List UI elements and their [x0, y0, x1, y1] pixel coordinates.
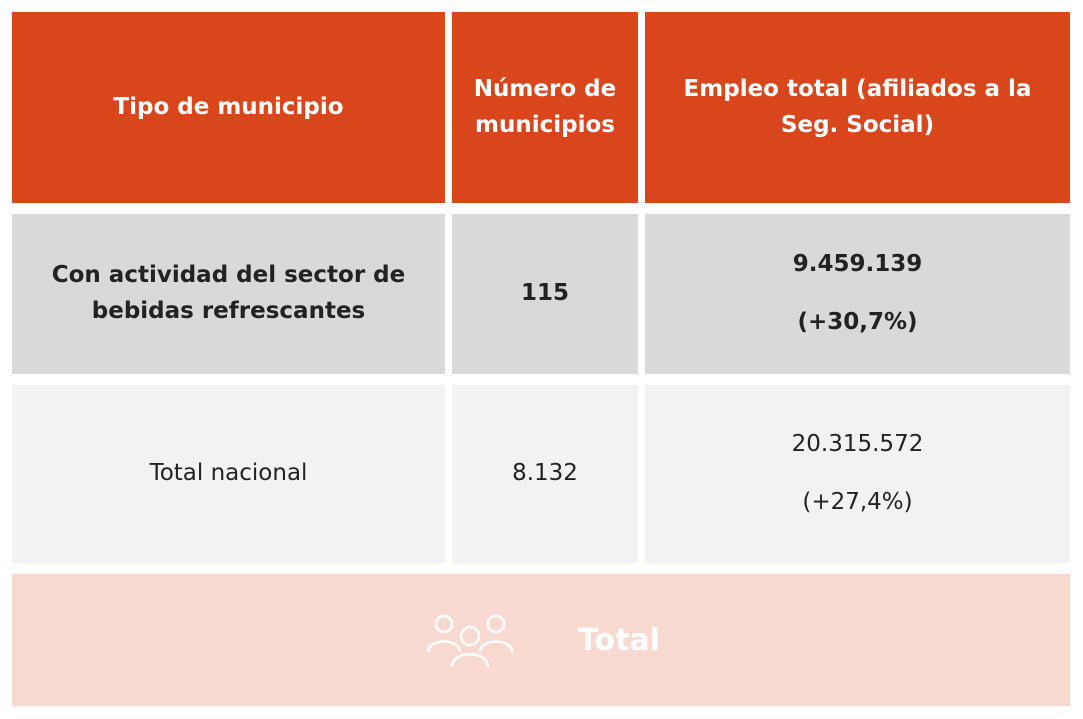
- cell-line: (+30,7%): [797, 309, 918, 335]
- people-icon: [426, 614, 514, 668]
- header-cell: Empleo total (afiliados a la Seg. Social…: [645, 12, 1070, 203]
- header-cell: Tipo de municipio: [12, 12, 445, 203]
- table-cell: 8.132: [452, 385, 638, 563]
- footer-label: Total: [578, 622, 660, 658]
- header-cell: Número de municipios: [452, 12, 638, 203]
- table-cell: 115: [452, 214, 638, 374]
- table-cell: Total nacional: [12, 385, 445, 563]
- cell-line: 20.315.572: [791, 431, 924, 458]
- table-cell: 9.459.139 (+30,7%): [645, 214, 1070, 374]
- cell-line: 9.459.139: [792, 251, 923, 278]
- table-cell: Con actividad del sector de bebidas refr…: [12, 214, 445, 374]
- footer: Total: [12, 574, 1070, 706]
- cell-line: (+27,4%): [802, 489, 913, 515]
- table-cell: 20.315.572 (+27,4%): [645, 385, 1070, 563]
